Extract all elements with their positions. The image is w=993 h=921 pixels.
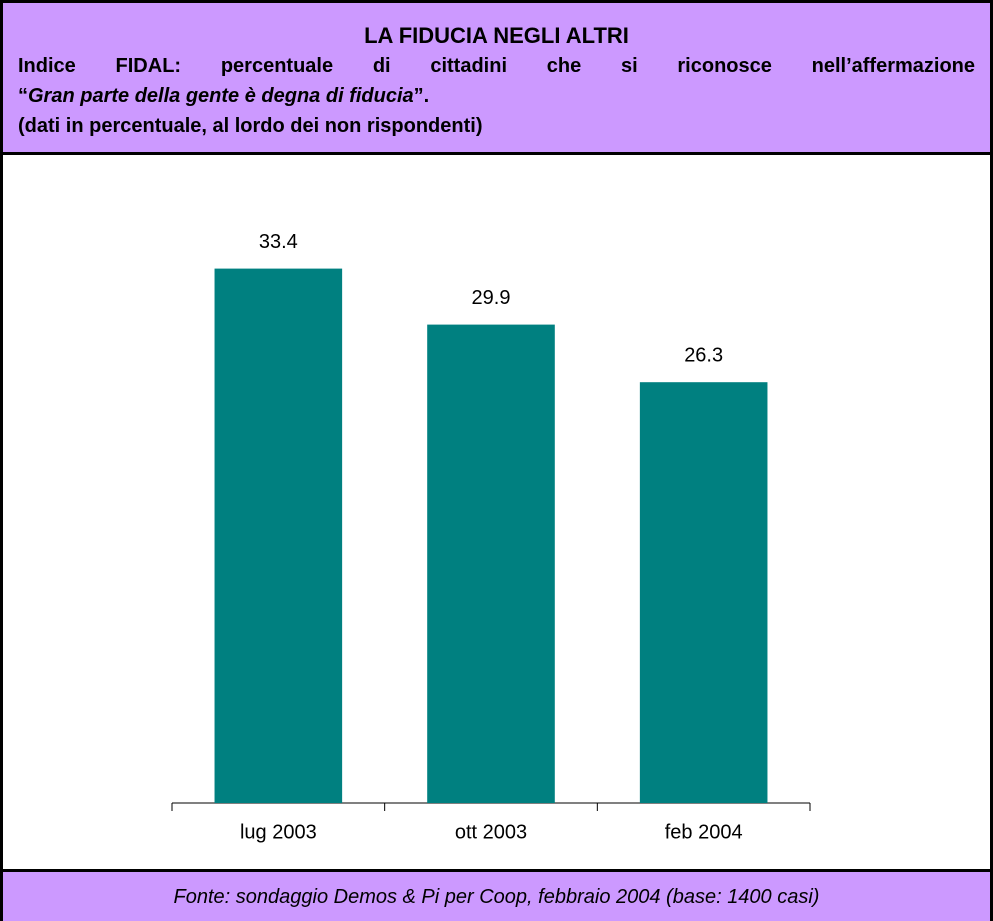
note: (dati in percentuale, al lordo dei non r… (18, 115, 483, 137)
value-label: 33.4 (259, 231, 298, 253)
footer: Fonte: sondaggio Demos & Pi per Coop, fe… (3, 869, 990, 921)
header: LA FIDUCIA NEGLI ALTRI Indice FIDAL: per… (3, 3, 990, 155)
value-label: 29.9 (472, 287, 511, 309)
x-tick-label: lug 2003 (240, 821, 317, 843)
quote-open: “ (18, 85, 28, 107)
x-tick-label: ott 2003 (455, 821, 527, 843)
quote-line: “Gran parte della gente è degna di fiduc… (18, 85, 975, 108)
x-tick-label: feb 2004 (665, 821, 743, 843)
subtitle: Indice FIDAL: percentuale di cittadini c… (18, 55, 975, 77)
chart: lug 2003 33.4 ott 2003 29.9 feb 2004 26.3 (171, 231, 811, 843)
source: Fonte: sondaggio Demos & Pi per Coop, fe… (173, 886, 820, 908)
chart-title: LA FIDUCIA NEGLI ALTRI (364, 23, 629, 48)
quote-text: Gran parte della gente è degna di fiduci… (28, 85, 414, 107)
bar (639, 382, 768, 803)
value-label: 26.3 (684, 344, 723, 366)
bar (427, 324, 555, 803)
quote-close: ”. (413, 85, 430, 107)
bar (214, 268, 343, 804)
